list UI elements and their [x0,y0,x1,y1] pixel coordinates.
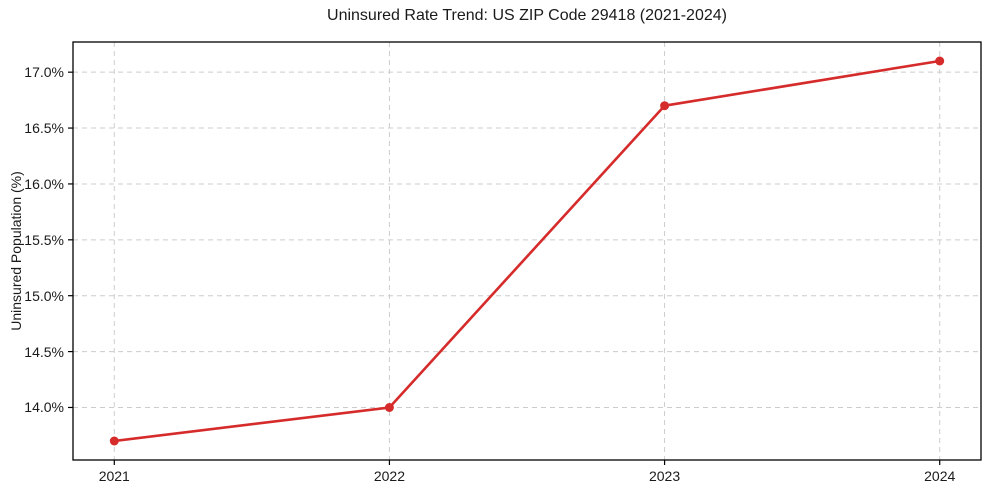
trend-line [113,59,941,443]
y-tick-label: 16.5% [24,120,64,137]
y-tick-label: 14.0% [24,399,64,416]
x-tick-label: 2024 [924,468,956,484]
y-tick-label: 15.5% [24,231,64,248]
data-point-marker [935,56,945,66]
data-point-marker [109,436,119,446]
x-tick-label: 2023 [648,468,681,484]
data-point-marker [660,101,670,111]
data-point-marker [384,403,394,412]
chart-title: Uninsured Rate Trend: US ZIP Code 29418 … [327,7,727,24]
y-tick-label: 15.0% [24,287,64,304]
x-tick-label: 2022 [373,468,405,484]
x-tick-label: 2021 [98,468,130,484]
y-tick-label: 16.0% [24,175,64,192]
plot-frame [72,41,982,461]
y-tick-label: 17.0% [24,64,64,81]
y-tick-label: 14.5% [24,343,64,360]
